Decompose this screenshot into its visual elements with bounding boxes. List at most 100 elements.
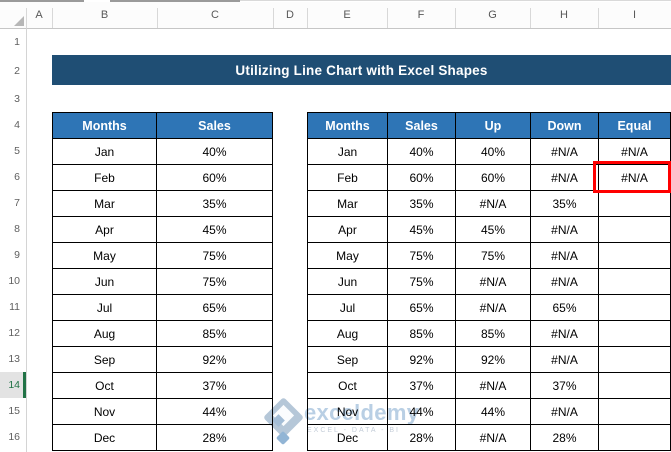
- right-table-cell[interactable]: #N/A: [456, 295, 531, 321]
- right-table-cell[interactable]: 35%: [531, 191, 599, 217]
- right-table-header-up[interactable]: Up: [456, 113, 531, 139]
- right-table-cell[interactable]: 85%: [456, 321, 531, 347]
- row-header-16[interactable]: 16: [8, 431, 20, 443]
- right-table-cell[interactable]: 40%: [456, 139, 531, 165]
- right-table-cell[interactable]: 60%: [456, 165, 531, 191]
- right-table-cell[interactable]: #N/A: [456, 269, 531, 295]
- row-header-12[interactable]: 12: [8, 327, 20, 339]
- left-table-cell[interactable]: Jan: [53, 139, 157, 165]
- left-table-cell[interactable]: Apr: [53, 217, 157, 243]
- left-table-cell[interactable]: 75%: [157, 243, 273, 269]
- row-header-15[interactable]: 15: [8, 405, 20, 417]
- right-table-cell[interactable]: 85%: [388, 321, 456, 347]
- left-table-cell[interactable]: 92%: [157, 347, 273, 373]
- row-header-5[interactable]: 5: [14, 145, 20, 157]
- right-table-header-equal[interactable]: Equal: [599, 113, 671, 139]
- left-table-header-sales[interactable]: Sales: [157, 113, 273, 139]
- left-table-cell[interactable]: 45%: [157, 217, 273, 243]
- right-table-cell[interactable]: 37%: [388, 373, 456, 399]
- row-header-14-active[interactable]: 14: [0, 372, 26, 398]
- right-table-cell[interactable]: Sep: [308, 347, 388, 373]
- right-table-cell[interactable]: 65%: [531, 295, 599, 321]
- right-table-cell[interactable]: [599, 191, 671, 217]
- column-header-I[interactable]: I: [632, 9, 637, 21]
- title-banner-cell[interactable]: Utilizing Line Chart with Excel Shapes: [52, 55, 671, 85]
- right-table-cell[interactable]: 92%: [456, 347, 531, 373]
- column-header-G[interactable]: G: [488, 9, 497, 21]
- right-table-cell[interactable]: Jul: [308, 295, 388, 321]
- right-table-cell[interactable]: Feb: [308, 165, 388, 191]
- right-table-cell[interactable]: [599, 269, 671, 295]
- right-table-cell[interactable]: 75%: [388, 243, 456, 269]
- right-table-cell[interactable]: May: [308, 243, 388, 269]
- select-all-corner[interactable]: [0, 2, 26, 28]
- right-table-cell[interactable]: Oct: [308, 373, 388, 399]
- left-table-cell[interactable]: Jul: [53, 295, 157, 321]
- row-header-3[interactable]: 3: [14, 93, 20, 105]
- right-table-cell[interactable]: [599, 347, 671, 373]
- right-table-cell[interactable]: [599, 295, 671, 321]
- row-header-4[interactable]: 4: [14, 119, 20, 131]
- right-table-cell[interactable]: Mar: [308, 191, 388, 217]
- left-table-cell[interactable]: May: [53, 243, 157, 269]
- right-table-header-months[interactable]: Months: [308, 113, 388, 139]
- column-header-H[interactable]: H: [560, 9, 568, 21]
- left-table-cell[interactable]: 65%: [157, 295, 273, 321]
- row-header-6[interactable]: 6: [14, 171, 20, 183]
- column-header-F[interactable]: F: [417, 9, 425, 21]
- left-table-cell[interactable]: Dec: [53, 425, 157, 451]
- right-table-cell[interactable]: #N/A: [531, 269, 599, 295]
- left-table-cell[interactable]: Sep: [53, 347, 157, 373]
- left-table-cell[interactable]: Aug: [53, 321, 157, 347]
- column-header-D[interactable]: D: [286, 9, 294, 21]
- row-header-7[interactable]: 7: [14, 197, 20, 209]
- right-table-header-sales[interactable]: Sales: [388, 113, 456, 139]
- right-table-cell[interactable]: 40%: [388, 139, 456, 165]
- right-table-cell[interactable]: 45%: [456, 217, 531, 243]
- right-table-cell[interactable]: 37%: [531, 373, 599, 399]
- right-table-cell[interactable]: Apr: [308, 217, 388, 243]
- left-table-cell[interactable]: 44%: [157, 399, 273, 425]
- left-table-cell[interactable]: Feb: [53, 165, 157, 191]
- right-table-cell[interactable]: #N/A: [531, 347, 599, 373]
- column-header-A[interactable]: A: [35, 9, 43, 21]
- right-table-cell[interactable]: [599, 321, 671, 347]
- right-table-cell[interactable]: 45%: [388, 217, 456, 243]
- right-table-cell[interactable]: [599, 217, 671, 243]
- right-table-header-down[interactable]: Down: [531, 113, 599, 139]
- right-table-cell[interactable]: 60%: [388, 165, 456, 191]
- column-header-E[interactable]: E: [343, 9, 351, 21]
- right-table-cell[interactable]: #N/A: [531, 139, 599, 165]
- row-header-8[interactable]: 8: [14, 223, 20, 235]
- left-table-cell[interactable]: Nov: [53, 399, 157, 425]
- left-table-cell[interactable]: Oct: [53, 373, 157, 399]
- left-table-cell[interactable]: 28%: [157, 425, 273, 451]
- right-table-cell[interactable]: Aug: [308, 321, 388, 347]
- left-table-cell[interactable]: Mar: [53, 191, 157, 217]
- right-table-cell[interactable]: [599, 243, 671, 269]
- right-table-cell[interactable]: #N/A: [531, 321, 599, 347]
- row-header-13[interactable]: 13: [8, 353, 20, 365]
- right-table-cell[interactable]: Jun: [308, 269, 388, 295]
- column-header-C[interactable]: C: [211, 9, 219, 21]
- right-table-cell[interactable]: 28%: [388, 425, 456, 451]
- right-table-cell[interactable]: 35%: [388, 191, 456, 217]
- right-table-cell[interactable]: [599, 373, 671, 399]
- right-table-cell[interactable]: 44%: [388, 399, 456, 425]
- right-table-cell[interactable]: #N/A: [531, 399, 599, 425]
- left-table-header-months[interactable]: Months: [53, 113, 157, 139]
- right-table-cell[interactable]: #N/A: [456, 425, 531, 451]
- row-header-9[interactable]: 9: [14, 249, 20, 261]
- left-table-cell[interactable]: 37%: [157, 373, 273, 399]
- right-table-cell[interactable]: #N/A: [531, 165, 599, 191]
- right-table-cell[interactable]: 65%: [388, 295, 456, 321]
- left-table-cell[interactable]: 35%: [157, 191, 273, 217]
- right-table-cell[interactable]: Dec: [308, 425, 388, 451]
- left-table-cell[interactable]: 60%: [157, 165, 273, 191]
- left-table-cell[interactable]: 75%: [157, 269, 273, 295]
- right-table-cell[interactable]: Jan: [308, 139, 388, 165]
- row-header-11[interactable]: 11: [9, 301, 20, 313]
- right-table-cell[interactable]: [599, 399, 671, 425]
- right-table-cell[interactable]: #N/A: [531, 217, 599, 243]
- right-table-cell[interactable]: #N/A: [456, 373, 531, 399]
